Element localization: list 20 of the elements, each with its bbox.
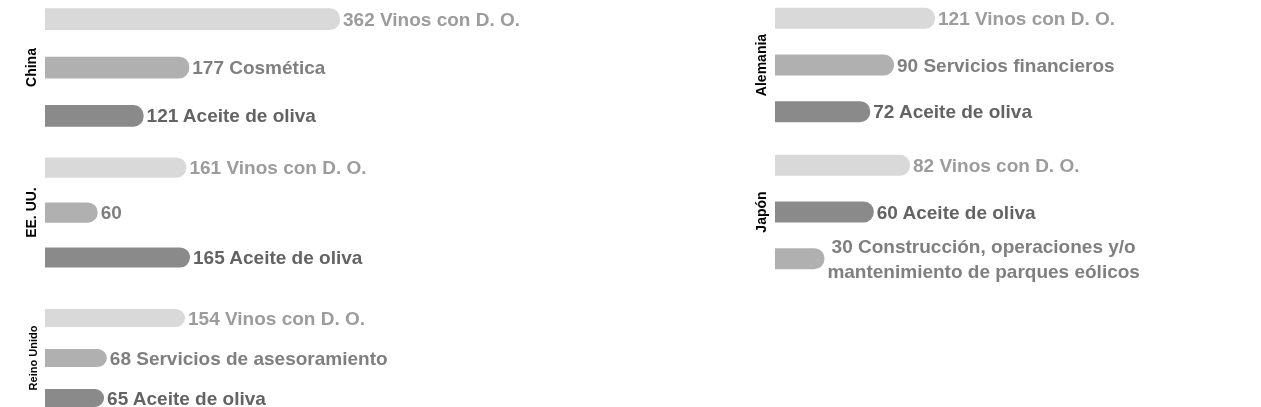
y-axis-title: Alemania [752,33,769,97]
data-label: 68 Servicios de asesoramiento [109,347,388,369]
y-axis-title: China [22,47,39,87]
data-label: 165 Aceite de oliva [193,247,363,268]
data-label: 60 [100,202,122,224]
data-label: 72 Aceite de oliva [873,101,1033,123]
data-label: 362 Vinos con D. O. [343,8,521,30]
data-label: 60 Aceite de oliva [876,201,1036,223]
data-label: 30 Construcción, operaciones y/o mantenimiento de parques eólicos [827,235,1140,282]
data-label: 154 Vinos con D. O. [188,307,366,329]
y-axis-title: EE. UU. [22,187,39,238]
data-label: 177 Cosmética [192,57,326,78]
data-label: 82 Vinos con D. O. [913,154,1080,176]
data-label: 90 Servicios financieros [897,54,1115,76]
data-label: 65 Aceite de oliva [107,387,267,407]
data-label: 161 Vinos con D. O. [189,157,367,179]
data-label: 121 Aceite de oliva [146,105,317,127]
data-label: 121 Vinos con D. O. [938,7,1116,29]
y-axis-title: Reino Unido [26,325,39,391]
y-axis-title: Japón [752,191,769,233]
